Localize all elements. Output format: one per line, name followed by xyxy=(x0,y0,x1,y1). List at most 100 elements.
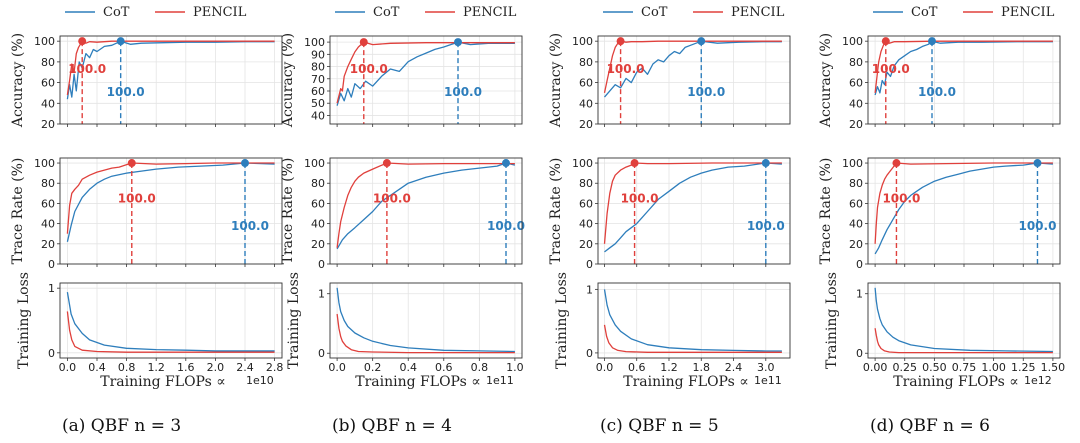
chart-panel: 0 20 40 60 80 100 Trace Rate (%) 100.0 100.0 xyxy=(818,157,1061,271)
first-100-marker xyxy=(616,37,625,46)
chart-panel: 0 1 Training Loss 0.0 0.2 0.4 0.6 0.8 1.0 Trainin… xyxy=(286,272,524,390)
y-axis-label: Trace Rate (%) xyxy=(818,158,834,265)
y-tick-label: 100 xyxy=(572,157,593,170)
y-tick-label: 0 xyxy=(856,347,863,360)
first-100-value-label: 100.0 xyxy=(882,192,920,206)
first-100-marker xyxy=(630,159,639,168)
x-tick-label: 0.2 xyxy=(364,361,382,374)
chart-panel: 0 20 40 60 80 100 Trace Rate (%) 100.0 100.0 xyxy=(10,157,283,271)
x-tick-label: 0.0 xyxy=(59,361,77,374)
series-pencil-line xyxy=(603,324,782,353)
panel-frame xyxy=(59,35,283,125)
y-tick-label: 60 xyxy=(579,197,593,210)
x-tick-label: 2.4 xyxy=(236,361,254,374)
first-100-value-label: 100.0 xyxy=(687,85,725,99)
legend-cot-label: CoT xyxy=(373,5,400,20)
first-100-marker xyxy=(697,37,706,46)
y-axis-label: Training Loss xyxy=(824,272,840,369)
y-tick-label: 0 xyxy=(48,258,55,271)
y-axis-label: Training Loss xyxy=(554,272,570,369)
first-100-value-label: 100.0 xyxy=(607,62,645,76)
x-tick-label: 0.50 xyxy=(922,361,947,374)
chart-panel: 0 20 40 60 80 100 Trace Rate (%) 100.0 100.0 xyxy=(280,157,525,271)
first-100-value-label: 100.0 xyxy=(621,192,659,206)
x-tick-label: 2.8 xyxy=(266,361,284,374)
panel-frame xyxy=(597,157,791,265)
first-100-value-label: 100.0 xyxy=(68,62,106,76)
y-tick-label: 0 xyxy=(318,258,325,271)
y-tick-label: 90 xyxy=(311,48,325,61)
y-axis-label: Accuracy (%) xyxy=(548,33,564,128)
y-tick-label: 20 xyxy=(579,238,593,251)
x-tick-label: 3.0 xyxy=(757,361,775,374)
x-tick-label: 0.8 xyxy=(118,361,136,374)
first-100-marker xyxy=(881,37,890,46)
x-axis-exponent: 1e11 xyxy=(486,374,514,387)
y-tick-label: 40 xyxy=(849,97,863,110)
y-tick-label: 80 xyxy=(849,56,863,69)
panel-frame xyxy=(597,35,791,125)
x-tick-label: 0.00 xyxy=(863,361,888,374)
x-tick-label: 1.0 xyxy=(506,361,524,374)
panel-frame xyxy=(867,282,1061,359)
y-tick-label: 100 xyxy=(304,157,325,170)
y-axis-label: Accuracy (%) xyxy=(10,33,26,128)
x-axis-label: Training FLOPs ∝ xyxy=(355,374,480,390)
y-axis-label: Training Loss xyxy=(16,272,32,369)
x-tick-label: 2.4 xyxy=(725,361,743,374)
y-tick-label: 60 xyxy=(41,77,55,90)
series-cot-line xyxy=(874,40,1053,96)
y-tick-label: 70 xyxy=(311,73,325,86)
x-tick-label: 1.2 xyxy=(147,361,165,374)
first-100-value-label: 100.0 xyxy=(487,219,525,233)
y-tick-label: 0 xyxy=(48,347,55,360)
x-tick-label: 1.8 xyxy=(693,361,711,374)
y-tick-label: 80 xyxy=(41,56,55,69)
y-axis-label: Training Loss xyxy=(286,272,302,369)
series-cot-line xyxy=(66,40,275,100)
y-tick-label: 100 xyxy=(572,35,593,48)
subfigure-caption: (a) QBF n = 3 xyxy=(62,416,181,436)
y-tick-label: 80 xyxy=(311,61,325,74)
chart-panel: 0 20 40 60 80 100 Trace Rate (%) 100.0 100.0 xyxy=(548,157,791,271)
subfigure-caption: (c) QBF n = 5 xyxy=(600,416,719,436)
y-tick-label: 80 xyxy=(41,177,55,190)
y-axis-label: Trace Rate (%) xyxy=(10,158,26,265)
x-tick-label: 1.00 xyxy=(981,361,1006,374)
x-tick-label: 0.0 xyxy=(596,361,614,374)
y-tick-label: 40 xyxy=(311,218,325,231)
series-cot-line xyxy=(604,40,782,98)
panel-frame xyxy=(867,35,1061,125)
y-tick-label: 20 xyxy=(849,238,863,251)
y-axis-label: Trace Rate (%) xyxy=(548,158,564,265)
subfigure-caption: (b) QBF n = 4 xyxy=(332,416,452,436)
series-pencil-line xyxy=(603,162,782,244)
y-axis-label: Accuracy (%) xyxy=(818,33,834,128)
series-cot-line xyxy=(66,291,275,352)
x-tick-label: 1.6 xyxy=(177,361,195,374)
first-100-marker xyxy=(928,37,936,46)
y-tick-label: 100 xyxy=(842,35,863,48)
first-100-value-label: 100.0 xyxy=(373,192,411,206)
first-100-marker xyxy=(78,37,87,46)
y-tick-label: 80 xyxy=(579,56,593,69)
y-tick-label: 1 xyxy=(48,282,55,295)
panel-frame xyxy=(329,157,523,265)
series-cot-line xyxy=(336,162,516,250)
series-cot-line xyxy=(874,287,1053,353)
y-tick-label: 40 xyxy=(849,218,863,231)
y-tick-label: 100 xyxy=(34,35,55,48)
y-tick-label: 20 xyxy=(311,238,325,251)
y-tick-label: 1 xyxy=(318,288,325,301)
first-100-value-label: 100.0 xyxy=(118,192,156,206)
y-tick-label: 1 xyxy=(856,288,863,301)
panel-frame xyxy=(867,157,1061,265)
panel-frame xyxy=(329,35,523,125)
y-tick-label: 0 xyxy=(586,258,593,271)
series-pencil-line xyxy=(874,328,1053,354)
y-tick-label: 50 xyxy=(311,97,325,110)
